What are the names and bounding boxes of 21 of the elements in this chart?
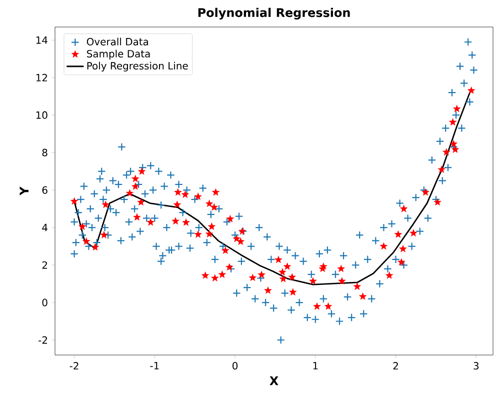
x-tick-label: 3 (474, 362, 479, 370)
y-tick-label: 10 (36, 111, 48, 119)
y-tick-label: 2 (42, 261, 47, 269)
y-tick-label: 8 (42, 148, 48, 156)
legend-label: Overall Data (86, 38, 148, 46)
y-tick-label: 12 (36, 74, 47, 82)
y-tick-label: 0 (42, 298, 48, 306)
legend-label: Sample Data (87, 50, 150, 60)
y-tick-label: -2 (38, 336, 47, 344)
x-axis-title: X (270, 376, 278, 386)
y-axis-title: Y (20, 186, 28, 196)
x-tick-label: 1 (313, 362, 318, 370)
legend-label: Poly Regression Line (87, 62, 188, 72)
x-tick-label: -1 (150, 362, 159, 370)
x-tick-label: 0 (232, 362, 238, 370)
y-tick-label: 4 (42, 224, 48, 232)
y-tick-label: 14 (36, 36, 48, 44)
x-tick-label: -2 (70, 362, 78, 370)
chart-title: Polynomial Regression (198, 8, 350, 20)
x-tick-label: 2 (393, 362, 398, 370)
y-tick-label: 6 (42, 186, 48, 194)
